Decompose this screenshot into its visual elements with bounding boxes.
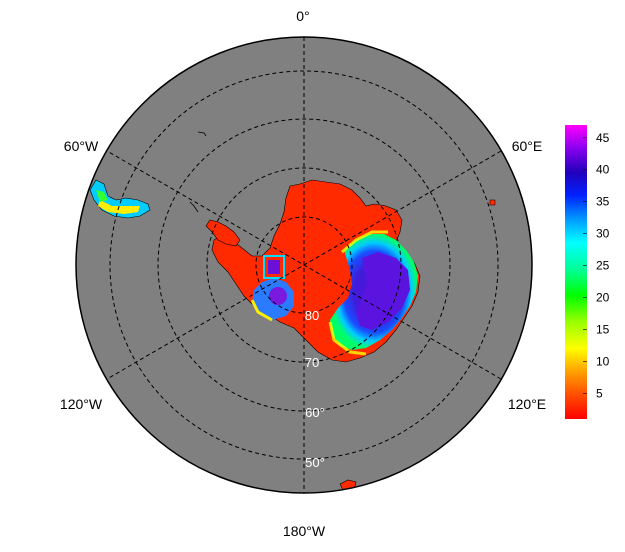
- lat-label-80: 80: [305, 308, 319, 323]
- colorbar: 5 10 15 20 25 30 35 40 45: [565, 125, 610, 419]
- colorbar-ticks: 5 10 15 20 25 30 35 40 45: [583, 131, 610, 400]
- colorbar-tick-label: 20: [596, 291, 610, 305]
- lat-circle-70: [206, 167, 402, 363]
- graticule-meridians: [106, 37, 502, 493]
- globe-outline: [75, 36, 533, 494]
- dome-rim: [328, 230, 388, 356]
- colorbar-tick-label: 25: [596, 259, 610, 273]
- colorbar-tick-label: 35: [596, 195, 610, 209]
- lat-circle-80: [255, 216, 353, 314]
- west-antarctica-core: [269, 287, 287, 305]
- colorbar-tick-label: 40: [596, 163, 610, 177]
- colorbar-tick-label: 45: [596, 131, 610, 145]
- land-layer: [89, 131, 496, 493]
- peninsula-patch: [268, 260, 280, 274]
- lon-label-0: 0°: [296, 8, 309, 24]
- colorbar-tick-label: 30: [596, 227, 610, 241]
- island-kerguelen: [489, 199, 496, 206]
- island-south-sandwich: [189, 201, 199, 213]
- meridian-120-300: [106, 150, 502, 380]
- island-south-georgia: [197, 131, 207, 137]
- lon-label-120w: 120°W: [60, 396, 103, 412]
- longitude-labels: 0° 60°E 120°E 180°W 120°W 60°W: [60, 8, 546, 539]
- lon-label-180w: 180°W: [283, 523, 326, 539]
- lon-label-120e: 120°E: [508, 396, 546, 412]
- lon-label-60e: 60°E: [512, 138, 543, 154]
- lat-label-50: 50°: [305, 455, 325, 470]
- peninsula-patch-rim: [263, 255, 285, 279]
- colorbar-tick-label: 15: [596, 323, 610, 337]
- lat-label-60: 60°: [305, 405, 325, 420]
- lat-circle-60: [157, 118, 451, 412]
- colorbar-ramp: [565, 125, 587, 419]
- latitude-labels: 80 70 60° 50°: [305, 308, 325, 470]
- lat-label-70: 70: [305, 355, 319, 370]
- colorbar-tick-label: 5: [596, 386, 603, 400]
- dome-core: [356, 252, 410, 330]
- south-america-green: [96, 190, 108, 202]
- lon-label-60w: 60°W: [64, 138, 99, 154]
- colorbar-tick-label: 10: [596, 354, 610, 368]
- west-antarctica-rim: [250, 299, 273, 322]
